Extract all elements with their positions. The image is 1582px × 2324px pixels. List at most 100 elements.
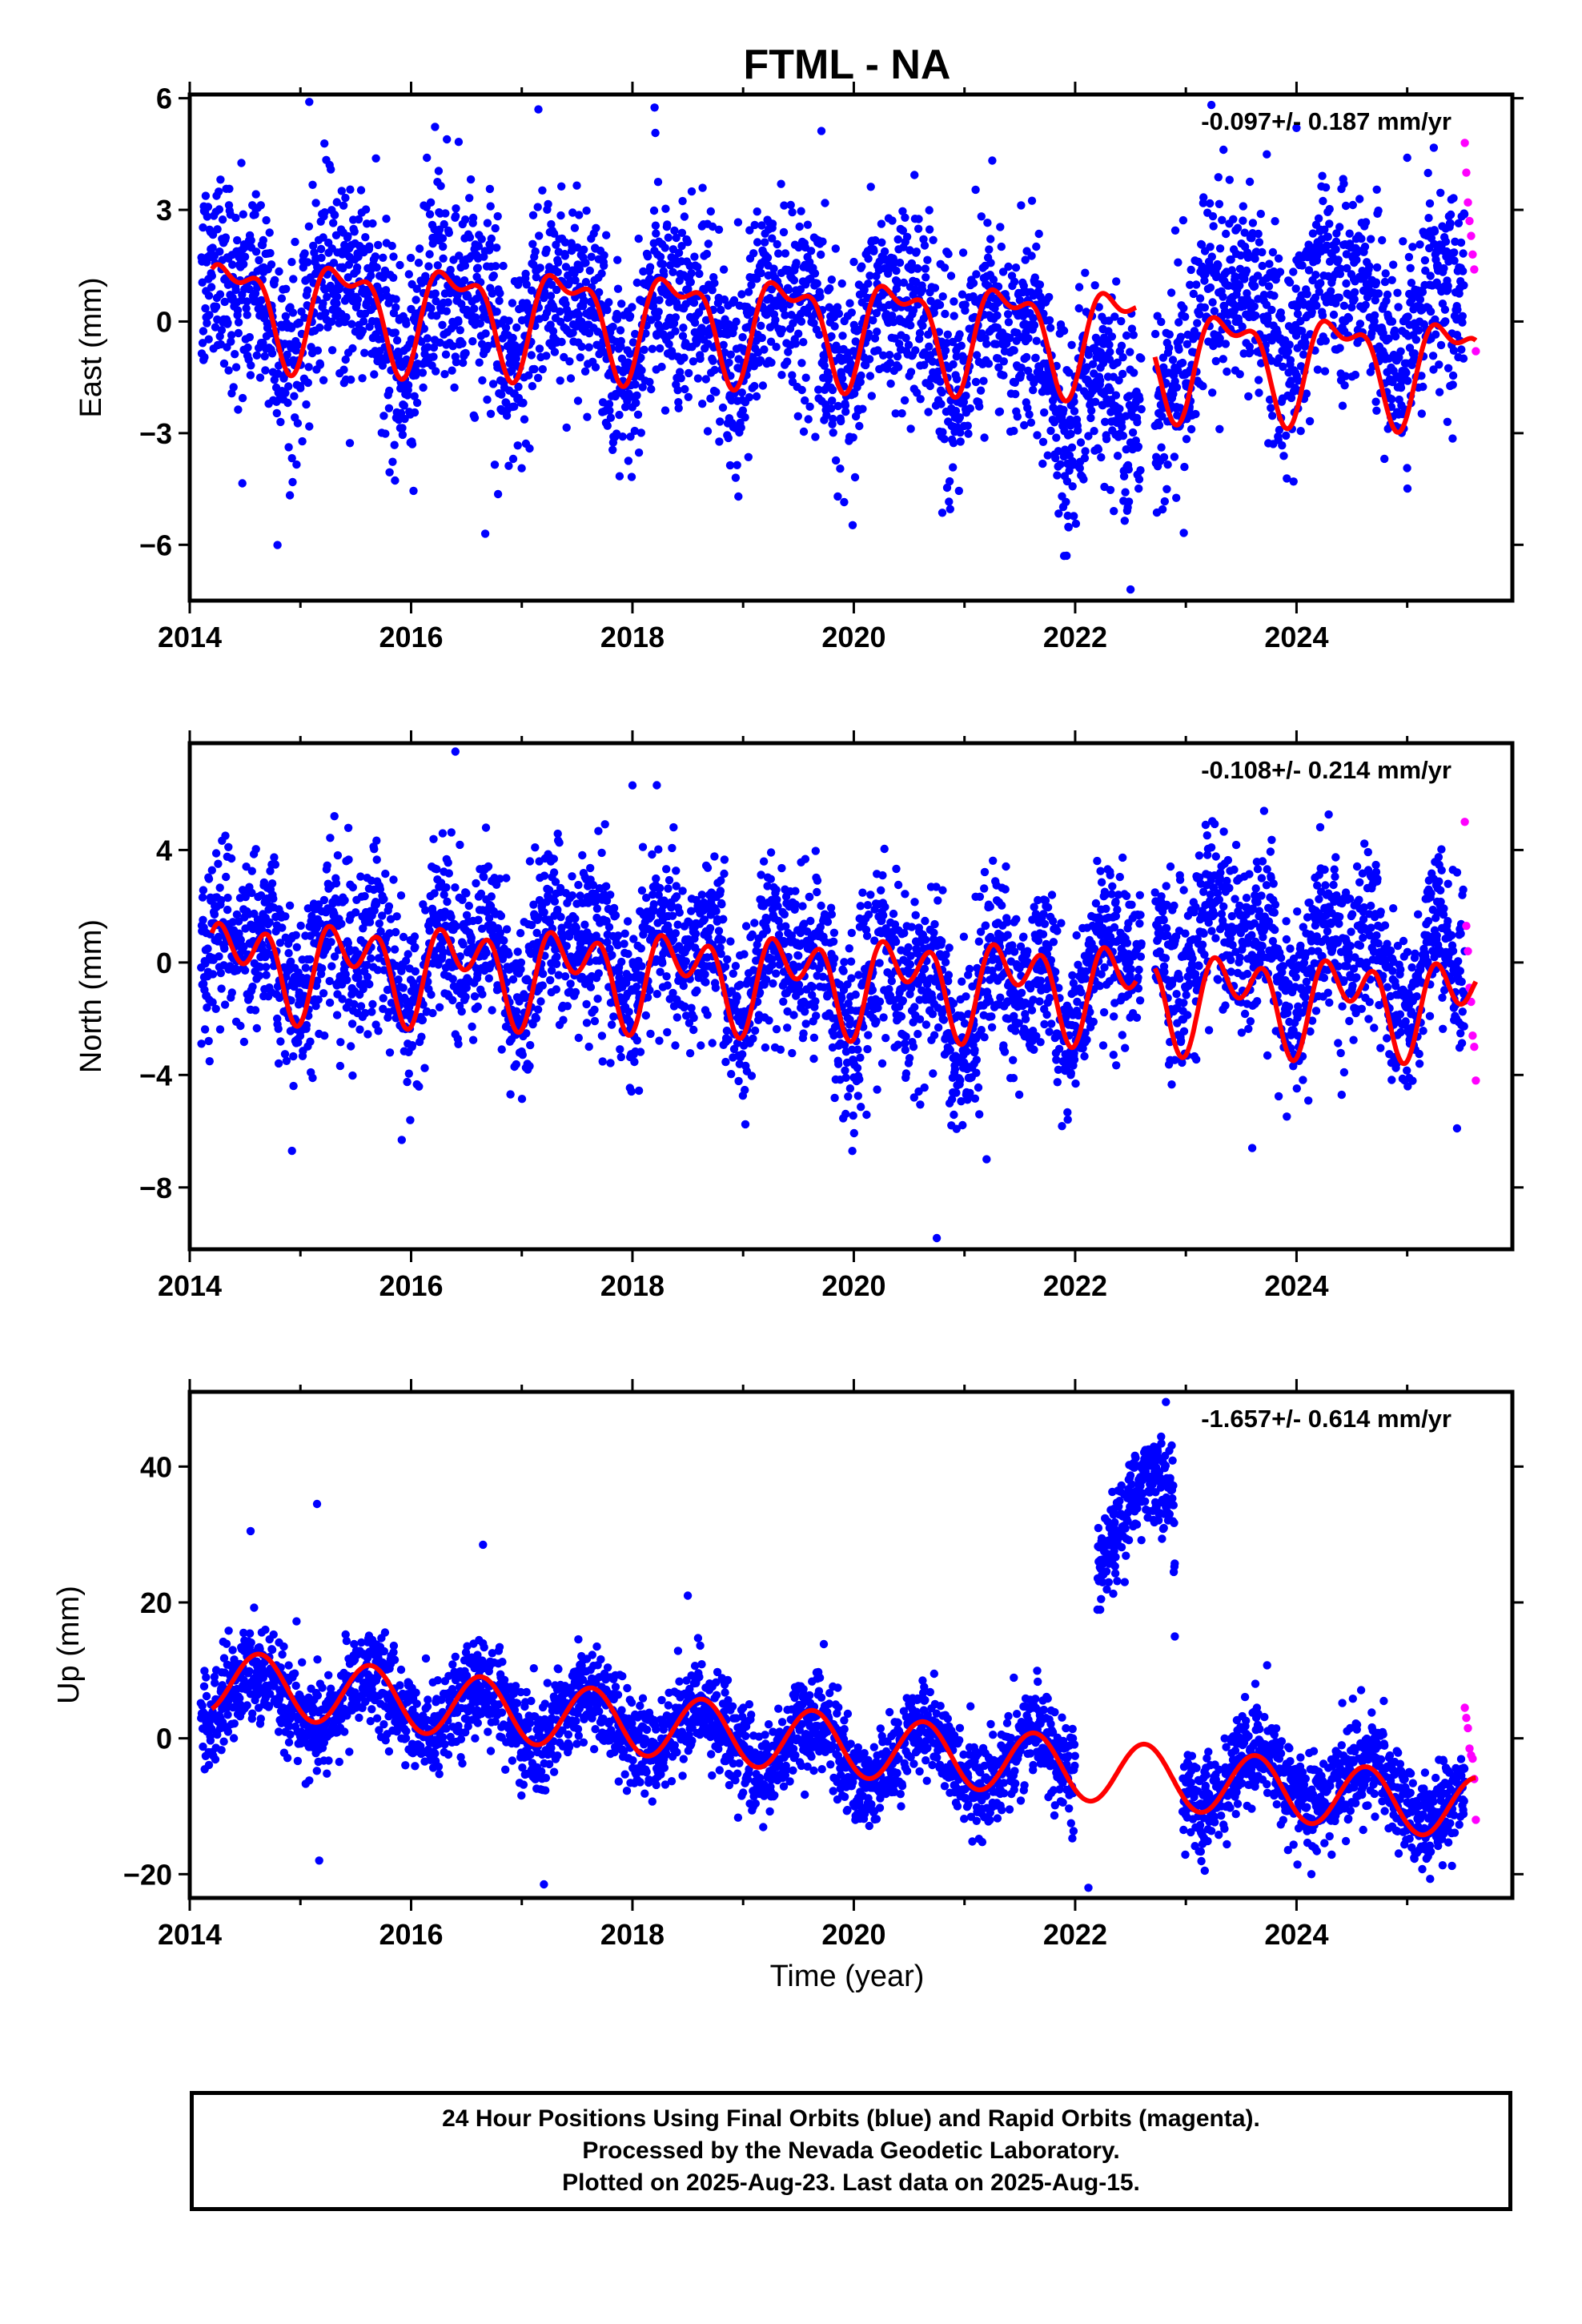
- east-final-orbit-point: [1121, 488, 1130, 497]
- east-final-orbit-point: [1195, 294, 1205, 303]
- north-final-orbit-point: [559, 1015, 568, 1024]
- east-final-orbit-point: [1174, 258, 1182, 267]
- north-final-orbit-point: [555, 838, 564, 847]
- east-final-orbit-point: [1110, 507, 1118, 516]
- east-final-orbit-point: [557, 182, 566, 191]
- north-final-orbit-point: [262, 963, 271, 971]
- east-final-orbit-point: [528, 211, 538, 219]
- east-final-orbit-point: [725, 358, 733, 367]
- east-final-orbit-point: [732, 317, 741, 326]
- east-final-orbit-point: [741, 413, 749, 422]
- east-final-orbit-point: [272, 408, 281, 418]
- north-final-orbit-point: [410, 932, 420, 941]
- east-final-orbit-point: [327, 317, 336, 326]
- north-final-orbit-point: [227, 988, 236, 997]
- east-final-orbit-point: [830, 322, 839, 331]
- east-final-orbit-point: [1351, 370, 1360, 380]
- north-final-orbit-point: [220, 944, 229, 953]
- north-final-orbit-point: [289, 1051, 298, 1061]
- east-final-orbit-point: [962, 392, 970, 400]
- east-final-orbit-point: [902, 232, 912, 241]
- north-final-orbit-point: [607, 1020, 616, 1029]
- north-final-orbit-point: [411, 943, 420, 952]
- north-final-orbit-point: [406, 1116, 415, 1124]
- east-final-orbit-point: [793, 412, 802, 420]
- east-final-orbit-point: [911, 346, 920, 355]
- east-final-orbit-point: [810, 269, 820, 278]
- east-final-orbit-point: [234, 405, 243, 414]
- east-final-orbit-point: [941, 309, 950, 319]
- east-final-orbit-point: [704, 239, 713, 248]
- east-final-orbit-point: [988, 156, 997, 165]
- east-final-orbit-point: [221, 233, 231, 242]
- east-final-orbit-point: [738, 332, 747, 342]
- east-final-orbit-point: [385, 386, 394, 396]
- east-final-orbit-point: [309, 241, 318, 251]
- north-final-orbit-point: [590, 1005, 599, 1015]
- north-final-orbit-point: [224, 842, 233, 852]
- north-final-orbit-point: [396, 891, 406, 900]
- east-final-orbit-point: [1159, 452, 1169, 462]
- east-final-orbit-point: [661, 243, 669, 252]
- east-final-orbit-point: [595, 287, 604, 297]
- north-final-orbit-point: [363, 972, 372, 982]
- east-final-orbit-point: [1137, 354, 1146, 363]
- east-final-orbit-point: [492, 308, 501, 316]
- east-final-orbit-point: [849, 433, 857, 442]
- north-final-orbit-point: [552, 985, 560, 994]
- east-final-orbit-point: [950, 297, 958, 306]
- east-final-orbit-point: [602, 231, 611, 239]
- east-final-orbit-point: [706, 394, 715, 403]
- east-final-orbit-point: [1389, 260, 1398, 269]
- east-final-orbit-point: [1402, 368, 1411, 377]
- east-final-orbit-point: [938, 428, 947, 436]
- east-final-orbit-point: [228, 260, 237, 269]
- north-final-orbit-point: [552, 952, 561, 962]
- north-final-orbit-point: [343, 823, 353, 833]
- east-final-orbit-point: [1076, 438, 1086, 447]
- east-final-orbit-point: [444, 228, 453, 237]
- east-final-orbit-point: [198, 278, 207, 287]
- north-final-orbit-point: [211, 1004, 220, 1014]
- north-final-orbit-point: [326, 834, 335, 842]
- east-final-orbit-point: [1285, 340, 1294, 349]
- east-final-orbit-point: [634, 448, 644, 457]
- east-y-tick-label: −6: [139, 529, 172, 561]
- east-final-orbit-point: [303, 258, 312, 267]
- east-final-orbit-point: [580, 367, 590, 376]
- east-final-orbit-point: [442, 307, 451, 316]
- east-final-orbit-point: [999, 371, 1008, 380]
- east-final-orbit-point: [391, 328, 400, 337]
- east-final-orbit-point: [332, 292, 342, 301]
- east-final-orbit-point: [1094, 445, 1103, 454]
- east-final-orbit-point: [757, 333, 766, 343]
- east-final-orbit-point: [1135, 395, 1144, 404]
- east-final-orbit-point: [1097, 452, 1106, 462]
- east-final-orbit-point: [379, 412, 388, 420]
- east-final-orbit-point: [410, 408, 420, 417]
- east-final-orbit-point: [1251, 282, 1259, 291]
- east-final-orbit-point: [777, 179, 785, 188]
- east-final-orbit-point: [946, 505, 955, 513]
- east-final-orbit-point: [374, 240, 383, 250]
- north-final-orbit-point: [203, 944, 212, 953]
- east-final-orbit-point: [573, 396, 583, 405]
- east-final-orbit-point: [1013, 412, 1022, 421]
- north-final-orbit-point: [568, 891, 577, 900]
- north-final-orbit-point: [367, 1007, 376, 1016]
- east-final-orbit-point: [311, 199, 320, 207]
- east-final-orbit-point: [1206, 199, 1215, 208]
- east-final-orbit-point: [387, 241, 396, 251]
- east-final-orbit-point: [224, 366, 233, 375]
- east-final-orbit-point: [996, 223, 1005, 231]
- east-final-orbit-point: [199, 223, 207, 232]
- north-final-orbit-point: [540, 871, 549, 880]
- east-final-orbit-point: [1387, 317, 1397, 326]
- east-final-orbit-point: [575, 211, 584, 219]
- east-final-orbit-point: [877, 219, 886, 228]
- east-final-orbit-point: [624, 456, 633, 465]
- north-final-orbit-point: [216, 968, 225, 978]
- north-final-orbit-point: [239, 1037, 249, 1047]
- east-final-orbit-point: [945, 497, 954, 506]
- north-final-orbit-point: [379, 994, 387, 1003]
